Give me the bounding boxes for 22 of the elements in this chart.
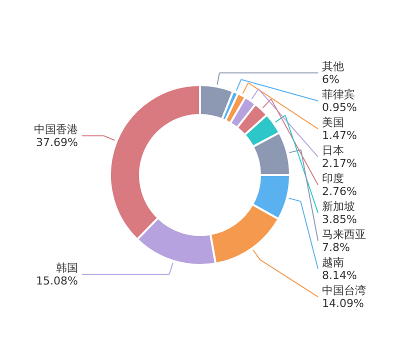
data-label: 8.14% [322,268,357,282]
slice-label: 美国 [322,116,344,129]
slice-label: 菲律宾 [322,88,355,101]
data-label: 1.47% [322,128,357,142]
data-label: 0.95% [322,100,357,114]
slice-label: 新加坡 [322,200,355,213]
data-label: 7.8% [322,240,350,254]
data-label: 15.08% [36,274,78,288]
slice-label: 越南 [322,256,344,269]
slice-label: 中国台湾 [322,284,366,297]
slice-label: 中国香港 [34,122,78,136]
data-label: 6% [322,72,340,86]
slice-label: 马来西亚 [322,228,366,241]
slice-label: 韩国 [56,261,78,274]
data-label: 14.09% [322,296,364,310]
slice-label: 其他 [322,60,344,73]
data-label: 3.85% [322,212,357,226]
data-label: 37.69% [36,136,78,149]
data-label: 2.76% [322,184,357,198]
slice-label: 印度 [322,172,344,185]
slice-label: 日本 [322,144,344,157]
data-label: 2.17% [322,156,357,170]
